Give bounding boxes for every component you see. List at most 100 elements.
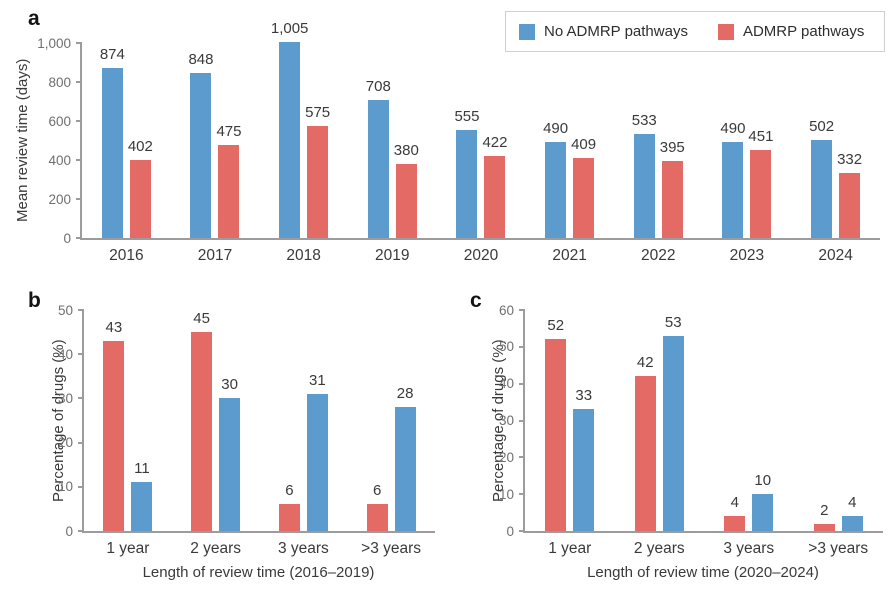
bar-admrp-pathways-6: 395 (660, 139, 685, 238)
y-tick-mark (78, 441, 84, 444)
bar-admrp-pathways-2: 575 (305, 104, 330, 238)
legend-item-no-admrp: No ADMRP pathways (519, 23, 688, 40)
bar-group-2018: 1,005 575 2018 (271, 21, 330, 264)
bar-no-admrp-pathways-3: 28 (394, 386, 416, 531)
bar-admrp-pathways-0: 402 (128, 138, 153, 238)
bar-value-label: 380 (393, 141, 419, 159)
bar-value-label: 874 (99, 45, 125, 63)
x-category-label: >3 years (361, 540, 422, 557)
x-category-label: 3 years (277, 540, 329, 557)
bar-value-label: 4 (848, 494, 857, 512)
y-tick-mark (76, 237, 82, 239)
bar-value-label: 30 (221, 376, 238, 394)
bar-admrp-pathways-0: 43 (103, 319, 125, 531)
bar-value-label: 332 (837, 151, 863, 169)
bar-admrp-pathways-4: 422 (482, 134, 507, 238)
y-tick-label: 20 (57, 434, 73, 450)
bar-value-label: 11 (134, 460, 150, 478)
bar-group-2024: 502 332 2024 (809, 43, 862, 264)
y-tick-label: 40 (498, 375, 514, 391)
bar-group-2022: 533 395 2022 (632, 43, 685, 264)
panel-label-b: b (28, 289, 41, 312)
bar-value-label: 402 (127, 137, 153, 155)
bar-value-label: 409 (571, 136, 597, 154)
bar-value-label: 422 (482, 133, 508, 151)
bar-group--3-years: 2 4 >3 years (808, 310, 868, 557)
bar-admrp-pathways-5: 409 (571, 137, 596, 238)
bar-value-label: 490 (543, 120, 569, 138)
y-tick-label: 40 (57, 346, 73, 362)
bar-admrp-pathways-8: 332 (837, 152, 862, 238)
y-tick-label: 10 (498, 486, 514, 502)
bar-value-label: 45 (193, 310, 210, 328)
bar-admrp-pathways-1: 45 (191, 311, 213, 531)
legend-label-no-admrp: No ADMRP pathways (544, 23, 688, 40)
bar-no-admrp-pathways-8: 502 (809, 119, 834, 238)
bar-no-admrp-pathways-2: 31 (306, 372, 328, 531)
y-tick-mark (519, 493, 525, 496)
y-axis-label-b: Percentage of drugs (%) (50, 339, 67, 502)
y-tick-mark (76, 159, 82, 161)
bar-value-label: 451 (748, 128, 774, 146)
bar-group-2017: 848 475 2017 (188, 43, 241, 264)
legend-label-admrp: ADMRP pathways (742, 23, 865, 40)
bar-groups: 874 402 2016 848 475 2017 1,005 575 2018 708 380 20… (82, 21, 880, 264)
y-tick-label: 400 (48, 152, 71, 168)
y-tick-label: 600 (48, 113, 71, 129)
x-category-label: 2017 (197, 247, 233, 264)
y-tick-label: 0 (63, 230, 71, 246)
x-category-label: 2018 (286, 247, 321, 264)
x-category-label: 2 years (633, 540, 685, 557)
y-tick-mark (76, 120, 82, 122)
bar-group-2021: 490 409 2021 (543, 43, 596, 264)
x-axis-label-b: Length of review time (2016–2019) (142, 564, 375, 581)
y-tick-mark (519, 456, 525, 459)
bar-group-2023: 490 451 2023 (720, 43, 774, 264)
bar-no-admrp-pathways-0: 874 (100, 46, 125, 238)
y-tick-mark (78, 485, 84, 488)
x-category-label: 2022 (641, 247, 676, 264)
y-tick-label: 200 (48, 191, 71, 207)
panel-b-plot: 0 10 20 30 40 50 43 11 1 year 45 30 2 years 6 31 3 yea… (58, 303, 435, 557)
bar-value-label: 6 (285, 482, 294, 500)
y-axis-label-a: Mean review time (days) (14, 58, 31, 223)
bar-groups: 43 11 1 year 45 30 2 years 6 31 3 years 6 28 >3 yea… (84, 310, 435, 557)
x-category-label: 1 year (548, 540, 592, 557)
bar-group-1-year: 43 11 1 year (103, 310, 153, 557)
x-category-label: 2 years (190, 540, 242, 557)
bar-no-admrp-pathways-5: 490 (543, 121, 568, 238)
bar-value-label: 53 (664, 313, 682, 331)
y-tick-label: 1,000 (37, 35, 71, 51)
y-tick-label: 50 (498, 339, 514, 355)
bar-no-admrp-pathways-3: 708 (366, 78, 391, 238)
bar-no-admrp-pathways-1: 30 (219, 377, 241, 531)
y-tick-mark (78, 353, 84, 356)
bar-group-2016: 874 402 2016 (100, 43, 153, 264)
y-tick-mark (519, 309, 525, 311)
bar-admrp-pathways-3: 2 (813, 502, 835, 531)
panel-c-plot: 0 10 20 30 40 50 60 52 33 1 year 42 53 2 years 4 10 3 y… (499, 303, 883, 557)
bar-group-1-year: 52 33 1 year (545, 310, 595, 557)
bar-group-3-years: 4 10 3 years (723, 310, 774, 557)
y-tick-label: 60 (498, 302, 514, 318)
x-category-label: 2020 (463, 247, 499, 264)
bar-no-admrp-pathways-3: 4 (841, 495, 863, 531)
bar-no-admrp-pathways-6: 533 (632, 113, 657, 238)
x-category-label: 2023 (729, 247, 765, 264)
panel-a-plot: 0 200 400 600 800 1,000 874 402 2016 848 475 2017 1,… (37, 21, 880, 264)
x-category-label: >3 years (808, 540, 869, 557)
x-category-label: 2021 (552, 247, 587, 264)
y-tick-label: 30 (57, 390, 73, 406)
bar-no-admrp-pathways-7: 490 (720, 121, 745, 238)
legend-swatch-red-icon (717, 23, 734, 40)
bar-group-3-years: 6 31 3 years (278, 310, 329, 557)
y-tick-label: 20 (498, 449, 514, 465)
x-category-label: 2024 (818, 247, 853, 264)
bar-no-admrp-pathways-0: 33 (573, 388, 595, 531)
legend: No ADMRP pathways ADMRP pathways (505, 11, 885, 52)
bar-value-label: 33 (575, 387, 593, 405)
y-tick-mark (519, 530, 525, 532)
x-category-label: 2019 (375, 247, 410, 264)
bar-no-admrp-pathways-2: 1,005 (271, 21, 308, 238)
